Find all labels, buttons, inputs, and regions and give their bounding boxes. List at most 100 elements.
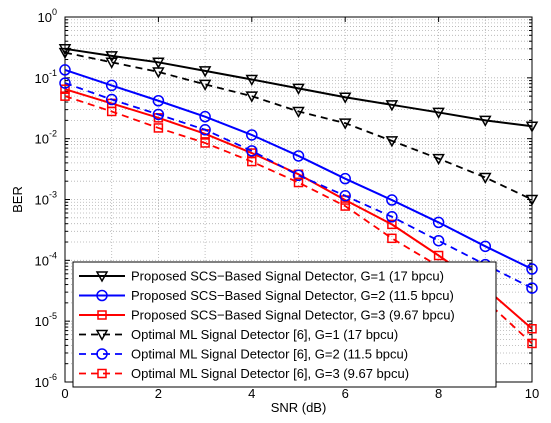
series-line: [64, 68, 533, 270]
data-point: [246, 129, 258, 141]
y-tick-label: 100: [38, 7, 57, 25]
data-point: [245, 91, 259, 103]
data-point: [199, 124, 211, 136]
y-tick-label: 10-6: [35, 372, 57, 390]
data-point: [292, 83, 305, 95]
legend-label: Optimal ML Signal Detector [6], G=2 (11.…: [131, 347, 408, 362]
data-point: [152, 67, 165, 79]
legend-item: Proposed SCS−Based Signal Detector, G=2 …: [79, 288, 454, 303]
data-point: [293, 177, 304, 188]
legend-label: Optimal ML Signal Detector [6], G=3 (9.6…: [131, 366, 409, 381]
data-point: [198, 66, 212, 78]
data-point: [198, 79, 212, 91]
data-point: [432, 153, 445, 166]
y-tick-label: 10-2: [35, 129, 57, 147]
series-4: [58, 47, 539, 207]
data-point: [105, 57, 118, 69]
legend-item: Proposed SCS−Based Signal Detector, G=1 …: [79, 269, 444, 284]
data-point: [60, 91, 70, 101]
data-point: [152, 108, 165, 121]
data-point: [247, 156, 257, 167]
data-point: [59, 77, 71, 89]
data-point: [339, 190, 351, 202]
data-point: [338, 118, 352, 130]
data-point: [387, 219, 397, 230]
y-tick-label: 10-5: [35, 311, 57, 329]
data-point: [479, 172, 492, 185]
data-point: [479, 240, 492, 253]
y-tick-label: 10-4: [35, 250, 57, 268]
legend-marker: [97, 310, 107, 320]
data-point: [246, 145, 258, 157]
legend-item: Optimal ML Signal Detector [6], G=3 (9.6…: [79, 366, 409, 381]
data-point: [59, 64, 71, 76]
data-point: [105, 79, 118, 92]
data-point: [153, 123, 164, 133]
legend-marker: [95, 271, 109, 283]
data-point: [433, 250, 444, 261]
data-point: [385, 100, 399, 112]
data-point: [200, 138, 210, 148]
data-point: [292, 150, 305, 162]
data-point: [387, 233, 397, 244]
series-line: [64, 47, 533, 128]
data-point: [292, 169, 305, 182]
legend-label: Proposed SCS−Based Signal Detector, G=3 …: [131, 308, 455, 323]
x-axis-label: SNR (dB): [271, 400, 327, 415]
legend-marker: [96, 289, 108, 302]
x-tick-label: 0: [61, 386, 68, 401]
data-point: [386, 211, 398, 223]
y-axis-label: BER: [10, 186, 25, 213]
data-point: [152, 57, 165, 69]
data-point: [338, 92, 352, 104]
legend-label: Proposed SCS−Based Signal Detector, G=2 …: [131, 288, 454, 303]
data-point: [432, 216, 445, 229]
data-point: [105, 93, 118, 106]
data-point: [525, 121, 539, 133]
data-point: [339, 172, 351, 185]
data-point: [245, 74, 259, 87]
data-point: [479, 115, 492, 127]
data-point: [526, 282, 538, 294]
legend: Proposed SCS−Based Signal Detector, G=1 …: [72, 261, 497, 388]
x-tick-label: 8: [435, 386, 442, 401]
data-point: [152, 95, 165, 107]
data-point: [340, 201, 350, 211]
data-point: [432, 234, 445, 247]
data-point: [58, 47, 72, 60]
series-2: [59, 64, 538, 275]
data-point: [527, 338, 537, 349]
data-point: [432, 107, 445, 119]
series-line: [64, 82, 533, 289]
data-point: [199, 110, 211, 123]
legend-box: [72, 261, 497, 388]
x-tick-label: 4: [248, 386, 255, 401]
data-point: [60, 84, 70, 94]
data-point: [385, 136, 399, 148]
data-point: [386, 194, 398, 206]
x-tick-label: 2: [155, 386, 162, 401]
y-tick-label: 10-3: [35, 190, 57, 208]
data-point: [105, 51, 118, 63]
legend-item: Optimal ML Signal Detector [6], G=1 (17 …: [79, 327, 398, 342]
data-point: [527, 324, 537, 334]
series-line: [64, 51, 533, 201]
legend-item: Optimal ML Signal Detector [6], G=2 (11.…: [79, 347, 408, 362]
x-tick-label: 10: [525, 386, 539, 401]
data-point: [106, 106, 117, 117]
y-tick-label: 10-1: [35, 68, 57, 86]
data-point: [526, 263, 538, 275]
legend-marker: [95, 329, 109, 342]
data-point: [525, 194, 539, 207]
legend-label: Proposed SCS−Based Signal Detector, G=1 …: [131, 269, 444, 284]
series-1: [58, 44, 539, 133]
legend-marker: [97, 368, 107, 379]
y-axis-ticks: 100 10-1 10-2 10-3 10-4 10-5 10-6: [35, 7, 532, 390]
legend-item: Proposed SCS−Based Signal Detector, G=3 …: [79, 308, 455, 323]
legend-marker: [96, 348, 108, 360]
legend-label: Optimal ML Signal Detector [6], G=1 (17 …: [131, 327, 398, 342]
x-tick-label: 6: [342, 386, 349, 401]
data-point: [292, 106, 305, 119]
